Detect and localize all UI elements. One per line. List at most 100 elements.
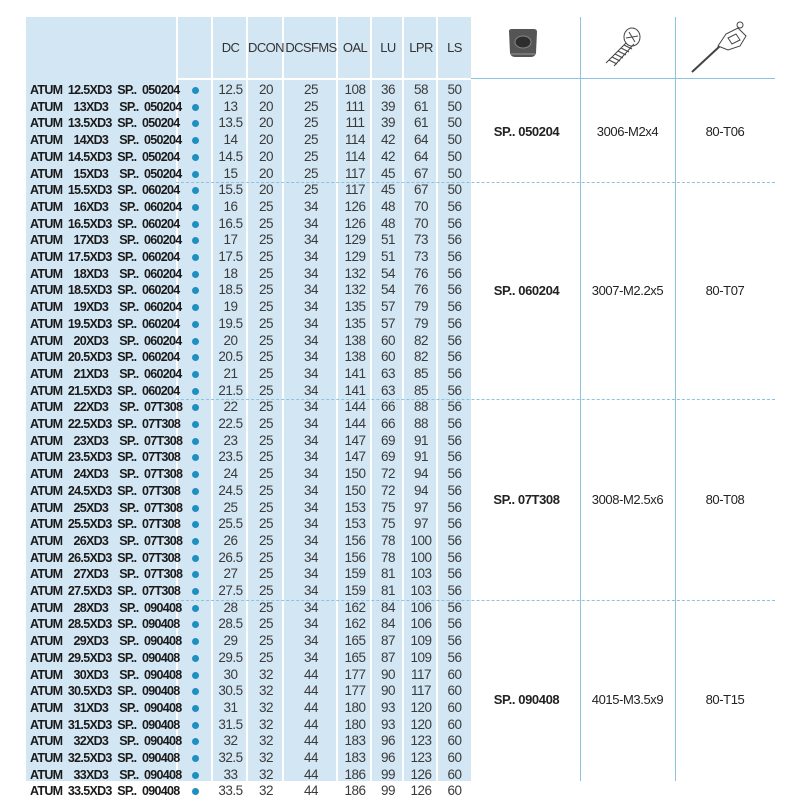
table-background <box>26 17 471 781</box>
group-screw-label: 3006-M2x4 <box>596 124 659 140</box>
availability-dot-icon <box>192 537 199 545</box>
product-name: ATUM 17XD3 SP.. 060204 <box>30 233 182 248</box>
cell-oal: 114 <box>344 148 366 164</box>
cell-dcsfms: 44 <box>303 666 319 682</box>
availability-dot-icon <box>192 788 199 796</box>
cell-lpr: 82 <box>413 332 429 348</box>
cell-dc: 18 <box>223 265 238 281</box>
product-name: ATUM 27XD3 SP.. 07T308 <box>30 567 183 582</box>
cell-ls: 56 <box>447 416 462 431</box>
cell-lpr: 58 <box>413 82 429 97</box>
table-row: ATUM 14.5XD3 SP.. 050204 14.5 20 25 114 42 64 5… <box>0 149 480 166</box>
cell-dcon: 25 <box>258 549 274 565</box>
availability-dot-icon <box>192 654 199 662</box>
cell-dcsfms: 25 <box>303 182 319 198</box>
product-name: ATUM 32.5XD3 SP.. 090408 <box>30 751 180 765</box>
product-name: ATUM 29.5XD3 SP.. 090408 <box>30 650 180 665</box>
product-name: ATUM 22.5XD3 SP.. 07T308 <box>30 417 181 431</box>
table-row: ATUM 25XD3 SP.. 07T308 25 25 34 153 75 97 56 <box>0 500 480 517</box>
cell-dc: 15 <box>223 165 238 181</box>
cell-lpr: 91 <box>413 449 429 465</box>
cell-lpr: 61 <box>413 115 429 131</box>
availability-dot-icon <box>192 755 199 762</box>
cell-dcon: 25 <box>258 416 274 431</box>
group-screw-label: 3008-M2.5x6 <box>591 491 664 507</box>
cell-dc: 22 <box>223 399 238 415</box>
column-divider <box>402 17 404 781</box>
cell-dc: 21.5 <box>218 382 243 398</box>
cell-ls: 60 <box>447 750 462 765</box>
cell-dcon: 25 <box>258 449 274 465</box>
cell-lu: 72 <box>380 482 396 498</box>
cell-ls: 56 <box>447 499 462 515</box>
cell-oal: 126 <box>344 198 366 214</box>
cell-dcsfms: 25 <box>303 115 319 131</box>
cell-lu: 75 <box>380 516 396 532</box>
cell-oal: 141 <box>344 365 366 381</box>
cell-dcsfms: 44 <box>303 750 319 765</box>
cell-lpr: 67 <box>413 165 429 181</box>
cell-lpr: 106 <box>410 599 432 615</box>
cell-dcsfms: 25 <box>303 132 319 148</box>
cell-oal: 144 <box>344 399 366 415</box>
cell-dcsfms: 25 <box>303 98 319 114</box>
cell-dcsfms: 34 <box>303 198 319 214</box>
cell-lpr: 97 <box>413 499 429 515</box>
cell-oal: 165 <box>344 649 366 665</box>
cell-dc: 21 <box>223 365 238 381</box>
cell-lu: 69 <box>380 432 396 448</box>
table-row: ATUM 26.5XD3 SP.. 07T308 26.5 25 34 156 78 100… <box>0 550 480 567</box>
product-name: ATUM 20.5XD3 SP.. 060204 <box>30 350 180 365</box>
cell-dcsfms: 34 <box>303 416 319 431</box>
cell-dcsfms: 34 <box>303 532 319 548</box>
cell-dc: 23.5 <box>218 449 243 465</box>
cell-oal: 162 <box>344 616 366 632</box>
cell-dcon: 32 <box>258 666 274 682</box>
cell-oal: 147 <box>344 449 366 465</box>
cell-ls: 56 <box>447 466 462 482</box>
cell-lu: 78 <box>380 549 396 565</box>
cell-lpr: 88 <box>413 399 429 415</box>
product-name: ATUM 28XD3 SP.. 090408 <box>30 600 182 615</box>
column-header-dcon: DCON <box>248 40 284 55</box>
cell-ls: 56 <box>447 349 462 365</box>
product-name: ATUM 21XD3 SP.. 060204 <box>30 366 182 381</box>
availability-dot-icon <box>192 721 199 729</box>
cell-oal: 180 <box>344 699 366 715</box>
cell-lpr: 109 <box>410 649 432 665</box>
cell-lu: 72 <box>380 466 396 482</box>
product-name: ATUM 28.5XD3 SP.. 090408 <box>30 617 180 632</box>
cell-lu: 45 <box>380 165 396 181</box>
cell-ls: 50 <box>447 132 462 148</box>
cell-dc: 13.5 <box>218 115 243 131</box>
cell-dc: 31.5 <box>218 716 243 732</box>
cell-dcsfms: 34 <box>303 249 319 264</box>
cell-dcsfms: 34 <box>303 382 319 398</box>
cell-lpr: 103 <box>410 566 432 582</box>
cell-dcon: 25 <box>258 583 274 598</box>
availability-dot-icon <box>192 254 199 261</box>
cell-lu: 84 <box>380 616 396 632</box>
cell-dc: 24.5 <box>218 482 243 498</box>
cell-ls: 60 <box>447 783 462 799</box>
cell-dc: 12.5 <box>218 82 243 97</box>
cell-lu: 57 <box>380 315 396 331</box>
cell-lpr: 64 <box>413 132 429 148</box>
cell-dc: 18.5 <box>218 282 243 298</box>
divider <box>675 17 676 781</box>
cell-ls: 56 <box>447 382 462 398</box>
cell-lu: 60 <box>380 332 396 348</box>
cell-dcon: 32 <box>258 783 274 799</box>
cell-ls: 56 <box>447 198 462 214</box>
insert-icon <box>509 29 537 57</box>
cell-dc: 17.5 <box>218 249 243 264</box>
cell-lpr: 100 <box>410 532 432 548</box>
cell-lpr: 76 <box>413 282 429 298</box>
cell-lu: 48 <box>380 198 396 214</box>
cell-oal: 135 <box>344 299 366 315</box>
cell-ls: 56 <box>447 299 462 315</box>
product-name: ATUM 31XD3 SP.. 090408 <box>30 700 182 715</box>
cell-dc: 19 <box>223 299 238 315</box>
cell-dc: 13 <box>223 98 238 114</box>
group-key-label: 80-T06 <box>705 124 745 140</box>
